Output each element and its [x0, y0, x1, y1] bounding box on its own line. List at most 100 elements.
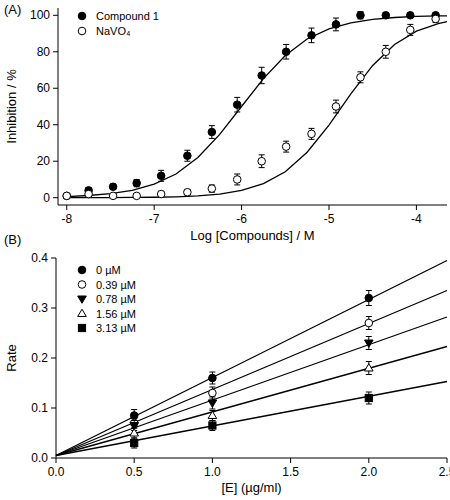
y-tick-label: 0.1 — [31, 401, 48, 415]
error-cap — [158, 181, 164, 182]
x-tick-label: 1.0 — [204, 465, 221, 479]
error-cap — [209, 384, 215, 385]
panel-label: (B) — [4, 232, 21, 247]
x-tick — [328, 205, 329, 210]
x-tick — [447, 458, 448, 463]
legend-marker — [78, 266, 86, 274]
fit-line — [67, 22, 447, 198]
error-bar — [333, 100, 339, 113]
error-bar — [283, 44, 289, 59]
error-cap — [234, 111, 240, 112]
error-cap — [131, 438, 137, 439]
error-cap — [333, 112, 339, 113]
x-tick — [154, 205, 155, 210]
data-point — [332, 21, 340, 29]
x-tick — [56, 458, 57, 463]
x-tick-label: -5 — [324, 212, 335, 226]
fit-line — [56, 291, 447, 456]
y-tick-label: 80 — [37, 45, 51, 59]
fit-line — [56, 317, 447, 456]
legend-label: 3.13 µM — [96, 322, 136, 334]
error-cap — [366, 336, 372, 337]
y-tick-label: 0 — [43, 191, 50, 205]
y-axis-label: Rate — [4, 344, 19, 371]
error-cap — [407, 24, 413, 25]
data-point — [382, 48, 390, 56]
error-cap — [309, 128, 315, 129]
y-tick-label: 0.3 — [31, 301, 48, 315]
error-cap — [209, 430, 215, 431]
data-point — [406, 11, 414, 19]
data-point — [133, 192, 141, 200]
error-cap — [309, 139, 315, 140]
error-bar — [407, 24, 413, 35]
error-cap — [131, 409, 137, 410]
error-cap — [366, 374, 372, 375]
data-point — [282, 143, 290, 151]
error-bar — [234, 174, 240, 185]
y-tick — [51, 258, 56, 259]
data-point — [357, 11, 365, 19]
y-tick — [53, 15, 58, 16]
error-cap — [131, 420, 137, 421]
y-tick-label: 0.2 — [31, 351, 48, 365]
error-cap — [333, 18, 339, 19]
error-cap — [131, 438, 137, 439]
y-axis-label: Inhibition / % — [4, 69, 19, 144]
error-bar — [209, 185, 215, 192]
error-bar — [366, 392, 372, 404]
error-bar — [158, 170, 164, 181]
x-tick-label: -7 — [149, 212, 160, 226]
legend-label: 1.56 µM — [96, 308, 136, 320]
fit-line — [67, 16, 447, 197]
x-axis-label: [E] (µg/ml) — [221, 480, 281, 495]
error-cap — [283, 141, 289, 142]
x-tick-label: 1.5 — [282, 465, 299, 479]
x-tick — [290, 458, 291, 463]
data-point — [208, 400, 217, 407]
x-tick — [134, 458, 135, 463]
panel-label: (A) — [4, 2, 21, 17]
error-cap — [259, 67, 265, 68]
data-point — [308, 130, 316, 138]
x-tick — [241, 205, 242, 210]
error-cap — [366, 316, 372, 317]
data-point — [282, 48, 290, 56]
y-tick-label: 100 — [30, 8, 50, 22]
y-tick — [53, 88, 58, 89]
error-cap — [209, 420, 215, 421]
data-point — [109, 183, 117, 191]
plot-marks — [63, 11, 447, 199]
legend-marker — [78, 281, 86, 289]
y-tick — [53, 161, 58, 162]
error-cap — [366, 361, 372, 362]
x-axis-line — [56, 458, 447, 459]
chart-panel: (B)0.00.51.01.52.02.50.00.10.20.30.4[E] … — [4, 232, 450, 495]
y-tick — [51, 408, 56, 409]
error-cap — [209, 372, 215, 373]
legend-marker — [78, 27, 86, 35]
plot-marks — [56, 261, 447, 456]
legend-marker — [78, 309, 87, 316]
data-point — [432, 15, 440, 23]
error-bar — [366, 317, 372, 330]
x-axis-line — [58, 205, 447, 206]
data-point — [85, 190, 93, 198]
error-bar — [357, 12, 363, 19]
error-bar — [357, 72, 363, 83]
error-cap — [209, 125, 215, 126]
error-cap — [131, 418, 137, 419]
x-tick — [368, 458, 369, 463]
error-cap — [158, 170, 164, 171]
data-point — [332, 103, 340, 111]
data-point — [258, 157, 266, 165]
data-point — [184, 152, 192, 160]
x-tick-label: 0.5 — [126, 465, 143, 479]
error-cap — [184, 150, 190, 151]
data-point — [184, 188, 192, 196]
x-tick-label: -8 — [61, 212, 72, 226]
data-point — [63, 192, 71, 200]
y-tick — [53, 124, 58, 125]
error-cap — [333, 30, 339, 31]
error-bar — [259, 67, 265, 83]
